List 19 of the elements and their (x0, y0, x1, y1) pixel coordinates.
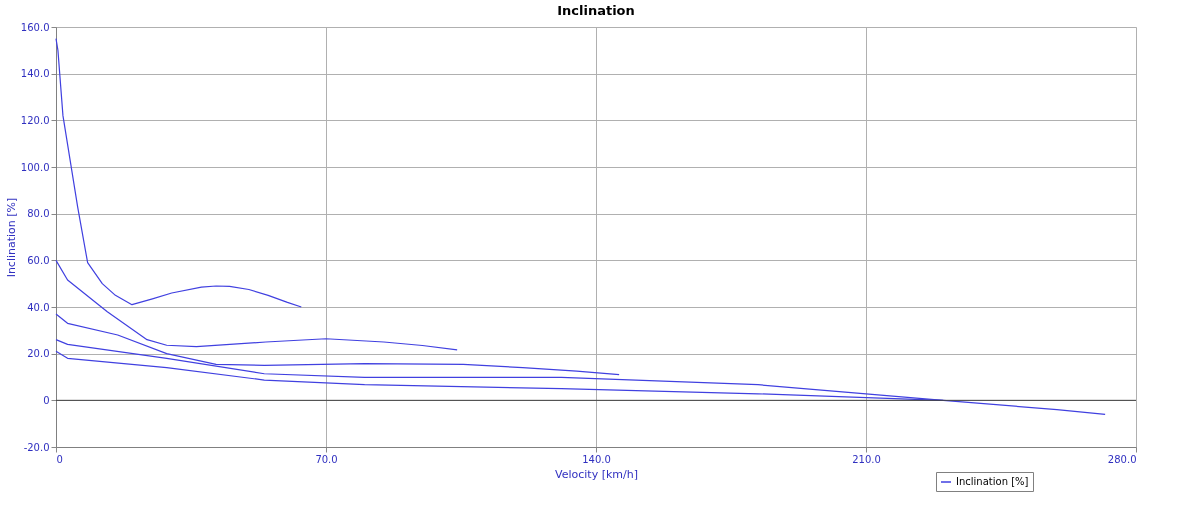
x-tick-label: 210.0 (852, 453, 881, 465)
y-tick-label: 120.0 (20, 114, 50, 126)
x-axis-title: Velocity [km/h] (555, 467, 638, 481)
chart-title: Inclination (557, 3, 635, 18)
y-tick-label: 40.0 (27, 301, 50, 313)
x-tick-label: 0 (56, 453, 63, 465)
y-tick-label: -20.0 (23, 441, 50, 453)
y-tick-label: 160.0 (20, 21, 50, 33)
y-tick-label: 60.0 (27, 254, 50, 266)
y-tick-label: 80.0 (27, 208, 50, 220)
y-axis-title: Inclination [%] (4, 197, 18, 278)
x-tick-label: 70.0 (315, 453, 338, 465)
x-tick-label: 140.0 (582, 453, 611, 465)
y-tick-label: 100.0 (20, 161, 50, 173)
legend-label: Inclination [%] (956, 476, 1029, 487)
y-tick-label: 140.0 (20, 68, 50, 80)
x-tick-label: 280.0 (1107, 453, 1137, 465)
y-tick-label: 20.0 (27, 348, 50, 360)
y-tick-label: 0 (43, 394, 50, 406)
